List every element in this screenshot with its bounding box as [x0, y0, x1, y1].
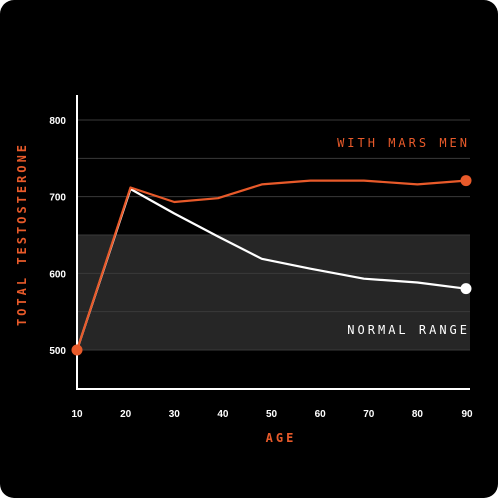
x-tick-label: 80 [412, 409, 424, 420]
series-line-mars-men [75, 179, 468, 352]
series-label-mars-men: WITH MARS MEN [337, 136, 470, 150]
series-start-marker [71, 344, 83, 356]
y-tick-label: 500 [49, 346, 66, 357]
series-end-marker [460, 175, 472, 187]
series-line-normal [75, 187, 468, 352]
x-axis-title: AGE [266, 431, 297, 445]
x-tick-label: 60 [315, 409, 327, 420]
normal-range-band [77, 235, 470, 350]
x-tick-label: 10 [71, 409, 83, 420]
x-tick-label: 20 [120, 409, 132, 420]
x-tick-label: 50 [266, 409, 278, 420]
y-tick-label: 700 [49, 193, 66, 204]
y-tick-label: 800 [49, 116, 66, 127]
x-tick-label: 90 [461, 409, 473, 420]
x-tick-label: 70 [363, 409, 375, 420]
x-tick-label: 40 [217, 409, 229, 420]
normal-range-label: NORMAL RANGE [347, 323, 470, 337]
y-tick-label: 600 [49, 269, 66, 280]
x-tick-label: 30 [169, 409, 181, 420]
y-axis-title: TOTAL TESTOSTERONE [15, 142, 29, 326]
series-end-marker [460, 283, 472, 295]
